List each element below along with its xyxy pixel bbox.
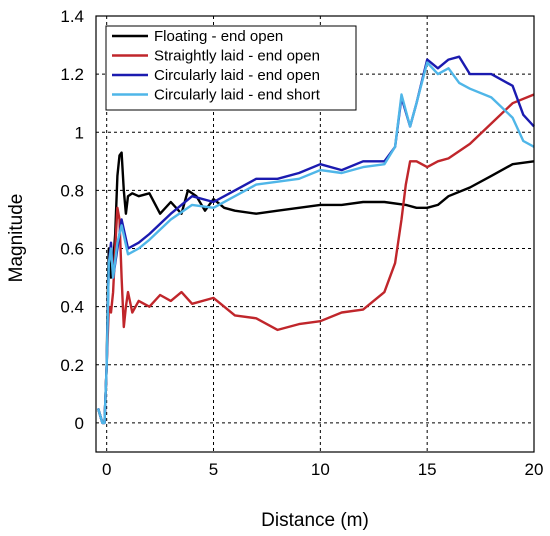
legend-label-2: Straightly laid - end open	[154, 48, 320, 65]
x-tick-label: 20	[525, 460, 544, 479]
y-tick-label: 1.4	[60, 7, 84, 26]
y-tick-labels: 0 0.2 0.4 0.6 0.8 1 1.2 1.4	[60, 7, 84, 433]
x-tick-label: 5	[209, 460, 218, 479]
series-line-3	[96, 55, 535, 425]
y-tick-label: 0.8	[60, 181, 84, 200]
x-tick-label: 0	[102, 460, 111, 479]
series-lines	[96, 55, 535, 425]
legend: Floating - end open Straightly laid - end…	[105, 25, 357, 111]
y-tick-label: 1	[75, 123, 84, 142]
legend-label-3: Circularly laid - end open	[154, 67, 320, 84]
legend-label-4: Circularly laid - end short	[154, 87, 321, 104]
plot-frame	[95, 15, 535, 453]
y-axis-title: Magnitude	[6, 194, 27, 283]
x-tick-labels: 0 5 10 15 20	[102, 460, 544, 479]
series-line-1	[96, 151, 535, 425]
y-tick-label: 0	[75, 414, 84, 433]
y-tick-label: 1.2	[60, 65, 84, 84]
series-line-4	[96, 61, 535, 425]
y-tick-label: 0.4	[60, 298, 84, 317]
x-tick-label: 15	[418, 460, 437, 479]
x-axis-title: Distance (m)	[261, 510, 369, 531]
legend-label-1: Floating - end open	[154, 28, 283, 45]
x-tick-label: 10	[311, 460, 330, 479]
legend-box	[105, 25, 357, 111]
series-line-2	[96, 93, 535, 425]
y-tick-label: 0.6	[60, 240, 84, 259]
y-tick-label: 0.2	[60, 356, 84, 375]
